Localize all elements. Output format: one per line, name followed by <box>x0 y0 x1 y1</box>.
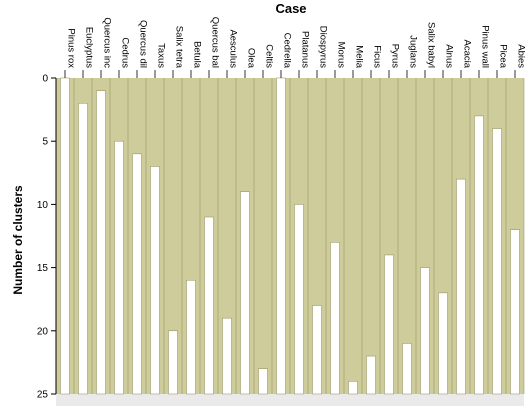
y-tick-label: 25 <box>37 390 49 401</box>
cluster-gap-bar <box>348 381 358 395</box>
cluster-gap-bar <box>402 343 412 395</box>
category-label: Cedrus <box>120 37 131 68</box>
category-label: Celtis <box>264 44 275 68</box>
category-label: Salix babyl <box>426 22 437 68</box>
bottom-strip <box>56 394 524 406</box>
plot-area <box>55 77 525 406</box>
category-label: Platanus <box>300 31 311 68</box>
category-label: Pinus rox <box>66 28 77 68</box>
category-label: Betula <box>192 41 203 69</box>
category-label: Taxus <box>156 43 167 68</box>
category-label: Alnus <box>444 44 455 68</box>
category-label: Quercus dil <box>138 20 149 68</box>
cluster-gap-bar <box>330 242 340 395</box>
category-label: Euclyptus <box>84 27 95 68</box>
cluster-gap-bar <box>96 90 106 395</box>
cluster-gap-bar <box>222 317 232 395</box>
cluster-gap-bar <box>258 368 268 395</box>
category-label: Morus <box>336 42 347 69</box>
cluster-gap-bar <box>78 103 88 395</box>
cluster-gap-bar <box>312 305 322 395</box>
cluster-gap-bar <box>456 178 466 395</box>
cluster-gap-bar <box>204 216 214 395</box>
y-axis-label: Number of clusters <box>11 185 25 295</box>
y-tick-label: 10 <box>37 200 49 211</box>
y-tick-label: 15 <box>37 263 49 274</box>
category-label: Abies <box>516 44 527 68</box>
cluster-gap-bar <box>276 77 286 395</box>
category-label: Salix tetra <box>174 26 185 69</box>
cluster-gap-bar <box>150 166 160 395</box>
category-label: Aesculus <box>228 29 239 68</box>
category-label: Quercus inc <box>102 17 113 68</box>
cluster-gap-bar <box>492 128 502 395</box>
cluster-gap-bar <box>114 140 124 395</box>
category-label: Picea <box>498 44 509 68</box>
category-label: Quercus bal <box>210 17 221 68</box>
chart-title: Case <box>275 1 306 16</box>
category-label: Ficus <box>372 45 383 68</box>
category-labels: Pinus rox Euclyptus Quercus inc Cedrus Querc… <box>64 17 527 78</box>
cluster-gap-bar <box>294 204 304 395</box>
cluster-gap-bar <box>132 153 142 395</box>
category-label: Pinus wall <box>480 25 491 68</box>
cluster-gap-bar <box>240 191 250 395</box>
cluster-gap-bar <box>60 77 70 395</box>
y-tick-label: 0 <box>42 74 48 85</box>
cluster-gap-bar <box>366 355 376 395</box>
y-axis: 0 5 10 15 20 25 <box>37 74 57 401</box>
category-label: Olea <box>246 48 257 69</box>
cluster-gap-bar <box>168 330 178 395</box>
category-label: Pyrus <box>390 44 401 69</box>
cluster-gap-bar <box>474 115 484 395</box>
category-label: Acacia <box>462 39 473 68</box>
category-label: Juglans <box>408 35 419 68</box>
category-label: Diospyrus <box>318 26 329 68</box>
cluster-gap-bar <box>420 267 430 395</box>
y-tick-label: 5 <box>42 137 48 148</box>
cluster-gap-bar <box>438 292 448 395</box>
y-tick-label: 20 <box>37 326 49 337</box>
cluster-gap-bar <box>384 254 394 395</box>
category-label: Cedrella <box>282 33 293 69</box>
cluster-gap-bar <box>186 279 196 395</box>
category-label: Melia <box>354 45 365 68</box>
cluster-gap-bar <box>510 229 520 395</box>
